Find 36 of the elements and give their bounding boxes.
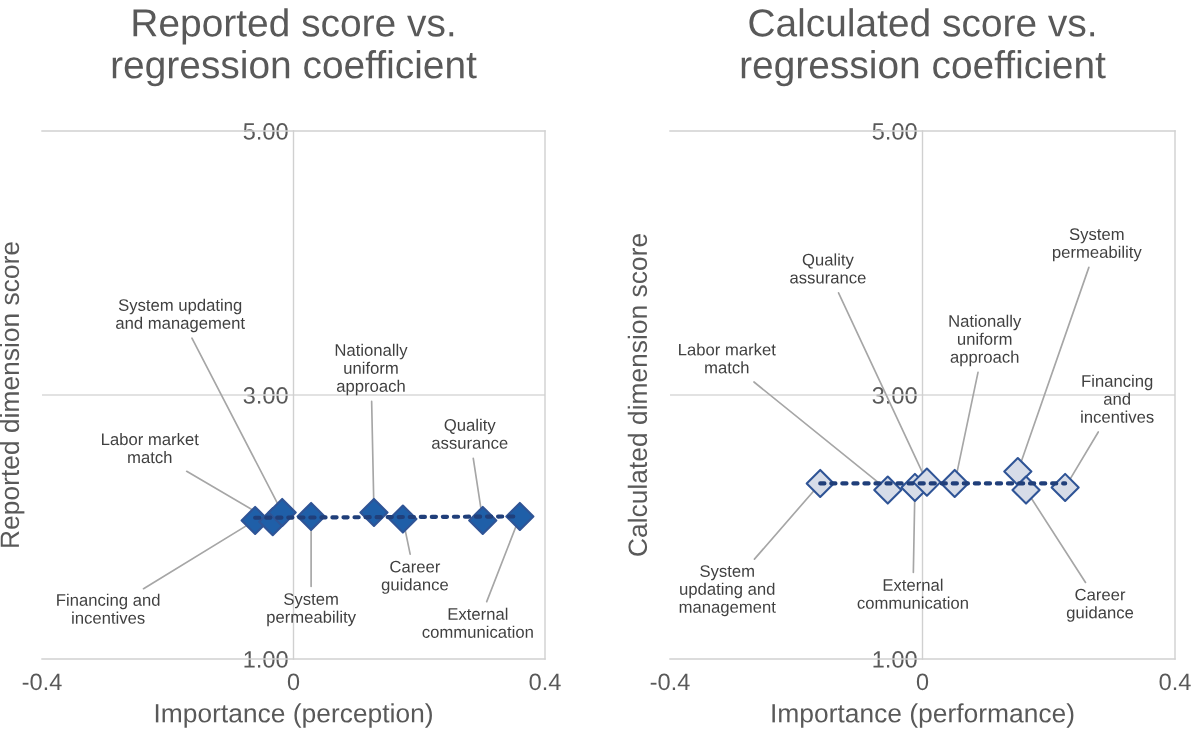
y-tick-label: 5.00: [872, 123, 917, 140]
y-tick-label: 1.00: [244, 651, 288, 668]
annotation: System permeability: [1052, 228, 1142, 262]
annotation: Career guidance: [1066, 588, 1134, 622]
x-tick-label: 0.4: [1159, 673, 1191, 691]
x-axis-title: Importance (performance): [772, 703, 1074, 728]
y-tick-label: 3.00: [872, 387, 917, 404]
annotation: Nationally uniform approach: [335, 343, 408, 396]
y-tick-label: 5.00: [243, 123, 288, 140]
y-axis-title: Calculated dimension score: [627, 234, 648, 556]
annotation: Financing and incentives: [57, 593, 160, 624]
annotation: Labor market match: [102, 432, 199, 464]
x-tick-label: -0.4: [650, 673, 690, 691]
annotation: Career guidance: [381, 560, 448, 594]
annotation: System permeability: [267, 593, 356, 627]
point: [1003, 456, 1033, 487]
annotation: Financing and incentives: [1081, 374, 1154, 423]
annotation: System updating and management: [116, 298, 245, 333]
annotation: External communication: [857, 578, 968, 609]
y-tick-label: 3.00: [243, 387, 288, 404]
x-tick-label: 0: [287, 673, 300, 691]
chart-title: Reported score vs. regression coefficient: [112, 8, 477, 87]
annotation: External communication: [422, 607, 533, 638]
annotation: System updating and management: [679, 565, 776, 617]
annotation: Quality assurance: [432, 418, 508, 449]
x-tick-label: 0: [916, 673, 929, 691]
x-tick-label: 0.4: [529, 673, 561, 691]
chart-title: Calculated score vs. regression coefficient: [741, 8, 1106, 87]
y-axis-title: Reported dimension score: [0, 242, 25, 547]
annotation: Quality assurance: [790, 253, 866, 284]
y-tick-label: 1.00: [873, 651, 917, 668]
point: [873, 475, 903, 505]
annotation: Labor market match: [679, 343, 776, 374]
annotation: Nationally uniform approach: [949, 314, 1022, 367]
x-tick-label: -0.4: [22, 673, 62, 691]
x-axis-title: Importance (perception): [155, 703, 432, 728]
